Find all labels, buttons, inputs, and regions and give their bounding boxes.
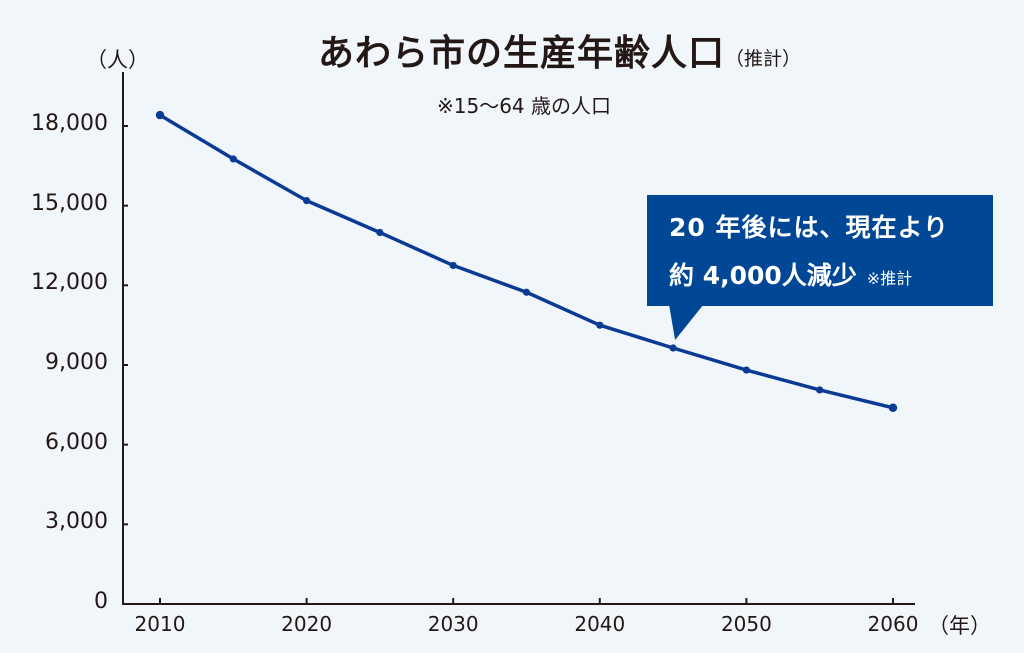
y-tick-label: 12,000 [31,270,108,296]
annotation-line2: 約 4,000人減少 [669,261,857,290]
y-tick-label: 6,000 [45,429,108,455]
y-tick-label: 18,000 [31,111,108,136]
annotation-line2-wrap: 約 4,000人減少 ※推計 [669,256,912,292]
x-tick-label: 2060 [867,612,919,636]
data-point [449,261,457,270]
callout-pointer [669,305,704,340]
data-point [522,288,531,296]
data-point [816,386,824,394]
chart-subtitle: ※15〜64 歳の人口 [437,94,612,118]
y-tick-label: 9,000 [45,350,108,375]
data-point [888,403,898,412]
y-axis-unit: （人） [86,48,149,72]
x-tick-label: 2020 [281,612,333,636]
annotation-note: ※推計 [866,269,913,288]
chart-title-note: （推計） [725,48,802,70]
y-tick-label: 3,000 [45,509,108,535]
data-point [742,366,751,374]
data-point [303,197,311,205]
annotation-callout: 20 年後には、現在より 約 4,000人減少 ※推計 [647,195,993,306]
y-tick-label: 15,000 [31,190,108,216]
x-axis-unit: （年） [928,614,991,638]
x-tick-label: 2010 [134,612,186,636]
x-tick-label: 2040 [574,612,626,636]
chart-title: あわら市の生産年齢人口（推計） [318,24,801,76]
chart-title-text: あわら市の生産年齢人口 [318,33,726,74]
data-point [596,321,604,329]
x-tick-label: 2030 [427,612,479,636]
data-point [229,155,237,163]
data-point [155,110,165,120]
data-point [376,228,384,237]
annotation-line1: 20 年後には、現在より [669,213,949,242]
y-tick-label: 0 [94,589,108,614]
data-point [669,344,677,352]
x-tick-label: 2050 [720,612,772,636]
